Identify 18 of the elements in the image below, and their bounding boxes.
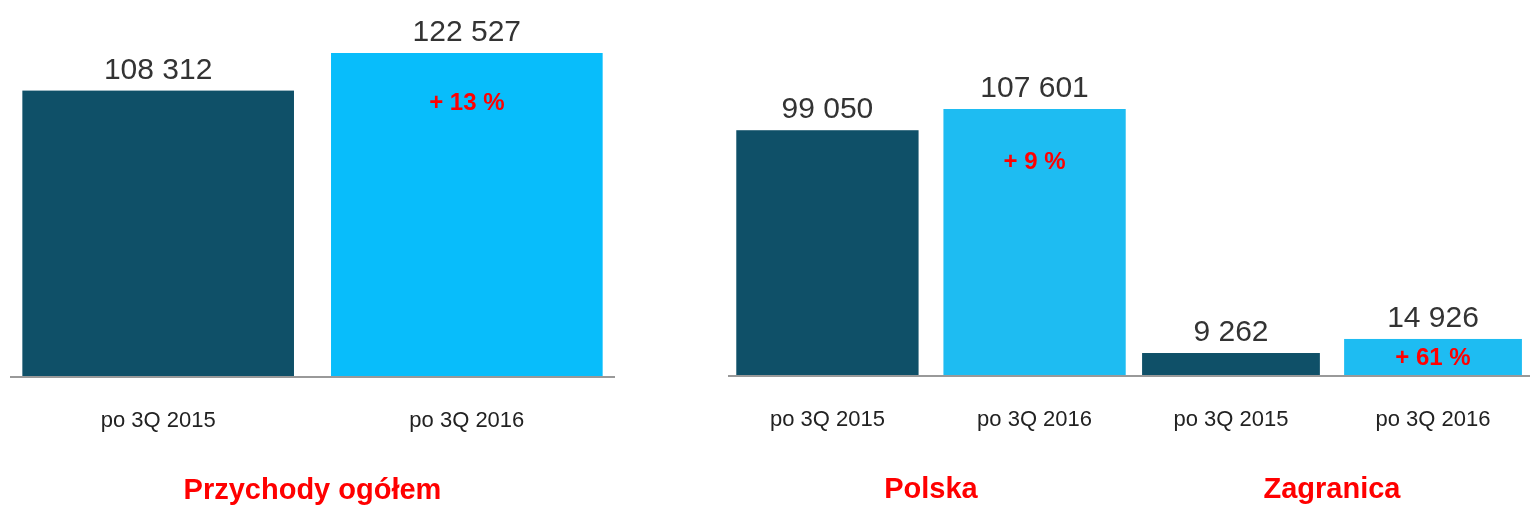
data-label: 107 601 <box>980 70 1089 103</box>
data-label: 108 312 <box>103 51 213 85</box>
data-label: 122 527 <box>412 14 522 47</box>
x-tick-label: po 3Q 2016 <box>977 406 1093 431</box>
data-label: 99 050 <box>781 91 874 125</box>
text: Zagranica <box>1263 472 1402 504</box>
x-tick-label: po 3Q 2016 <box>1375 406 1491 431</box>
x-tick-label: po 3Q 2015 <box>100 407 216 432</box>
annotation: + 13 % <box>429 88 505 116</box>
annotation: + 9 % <box>1003 147 1066 175</box>
text: Polska <box>884 472 979 504</box>
x-tick-label: po 3Q 2015 <box>1173 406 1289 431</box>
x-tick-label: po 3Q 2016 <box>409 407 525 432</box>
annotation: + 61 % <box>1395 343 1471 371</box>
data-label: 9 262 <box>1193 314 1269 348</box>
text: Przychody ogółem <box>183 473 442 505</box>
x-tick-label: po 3Q 2015 <box>769 406 885 431</box>
data-label: 14 926 <box>1387 299 1479 333</box>
